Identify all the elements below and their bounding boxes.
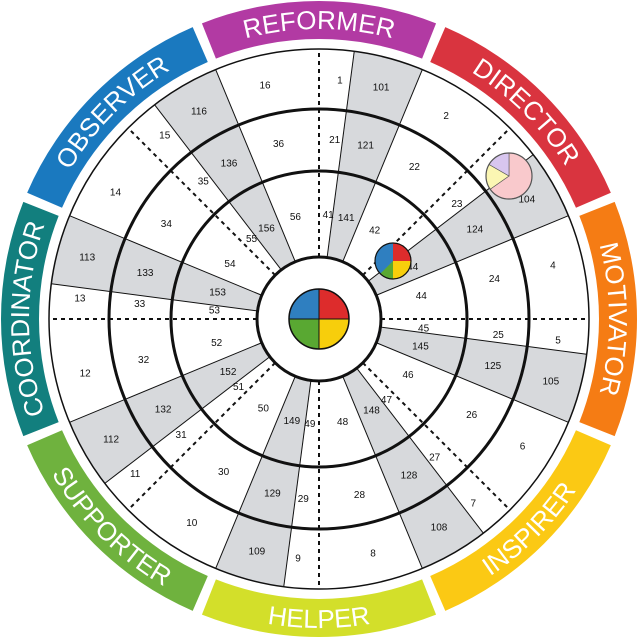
outer-ring-number: 8 [370,548,376,559]
middle-ring-number: 28 [354,490,366,501]
outer-ring-number: 1 [337,75,343,86]
band-segment-helper [201,579,437,637]
inner-ring-number: 53 [209,305,221,316]
middle-ring-number: 128 [401,470,418,481]
middle-ring-number: 33 [134,299,146,310]
inner-ring-number: 45 [418,324,430,335]
inner-ring-number: 156 [258,224,275,235]
inner-ring-number: 47 [381,395,393,406]
middle-ring-number: 27 [429,452,441,463]
grey-band [376,327,587,423]
inner-ring-number: 49 [304,419,316,430]
outer-ring-number: 4 [550,261,556,272]
middle-ring-number: 26 [466,410,478,421]
grey-band [342,368,484,569]
middle-ring-number: 133 [137,268,154,279]
grey-band [327,51,423,262]
outer-ring-number: 109 [249,546,266,557]
outer-ring-number: 105 [542,377,559,388]
inner-ring-number: 48 [337,417,349,428]
inner-ring-number: 46 [402,370,414,381]
middle-ring-number: 136 [221,159,238,170]
middle-ring-number: 129 [264,488,281,499]
outer-ring-number: 14 [110,187,122,198]
inner-ring-number: 44 [416,291,428,302]
outer-ring-number: 2 [443,111,449,122]
grey-band [215,376,311,587]
sector-numbers: 1101231044510567108891091011112121311314… [74,75,561,564]
inner-ring-number: 141 [338,213,355,224]
middle-ring-number: 30 [218,467,230,478]
middle-ring-number: 24 [489,274,501,285]
inner-ring-number: 149 [283,416,300,427]
outer-ring-number: 16 [259,81,271,92]
inner-ring-number: 148 [363,405,380,416]
outer-ring-number: 5 [555,335,561,346]
middle-ring-number: 132 [155,405,172,416]
inner-ring-number: 42 [369,225,381,236]
inner-ring-number: 145 [412,342,429,353]
middle-ring-number: 21 [329,135,341,146]
center-quadrant-circle [288,288,350,350]
band-segment-supporter [27,430,208,611]
inner-ring-number: 153 [209,287,226,298]
outer-ring-number: 108 [431,522,448,533]
inner-ring-number: 50 [258,404,270,415]
middle-ring-number: 31 [176,430,188,441]
band-segment-reformer [201,0,437,59]
middle-ring-number: 125 [485,361,502,372]
grey-band [51,215,262,311]
outer-ring-number: 101 [373,83,390,94]
inner-ring-number: 54 [224,259,236,270]
outer-ring-number: 7 [470,498,476,509]
band-segment-observer [27,27,208,208]
middle-ring-number: 29 [298,494,310,505]
band-segment-coordinator [0,201,59,437]
middle-ring-number: 22 [409,162,421,173]
inner-ring-number: 55 [246,234,258,245]
outer-ring-number: 116 [191,107,207,118]
outer-ring-number: 113 [79,252,95,263]
middle-ring-number: 121 [357,141,374,152]
middle-ring-number: 34 [161,219,173,230]
inner-ring-number: 56 [290,212,302,223]
middle-ring-number: 25 [493,330,505,341]
inner-ring-number: 51 [233,382,245,393]
outer-position-marker [485,152,533,200]
middle-ring-number: 32 [138,355,150,366]
outer-ring-number: 13 [74,294,86,305]
band-segment-inspirer [430,430,611,611]
inner-position-marker [374,242,412,280]
band-segment-director [430,27,611,208]
inner-ring-number: 52 [211,338,223,349]
inner-ring-number: 41 [323,210,335,221]
inner-ring-number: 152 [220,367,237,378]
outer-ring-number: 104 [519,195,536,206]
grey-band [154,69,296,270]
outer-ring-number: 11 [130,469,141,480]
outer-ring-number: 12 [80,368,92,379]
position-markers [374,152,533,280]
middle-ring-number: 124 [467,225,484,236]
outer-ring-number: 112 [103,435,119,446]
outer-ring-number: 15 [159,131,171,142]
outer-ring-number: 9 [295,554,301,565]
middle-ring-number: 23 [451,199,463,210]
middle-ring-number: 36 [273,139,285,150]
band-label-helper: HELPER [266,600,371,634]
band-segment-motivator [579,201,637,437]
outer-ring-number: 6 [520,442,526,453]
outer-ring-number: 10 [186,518,198,529]
grey-band [69,342,270,484]
middle-ring-number: 35 [198,177,210,188]
